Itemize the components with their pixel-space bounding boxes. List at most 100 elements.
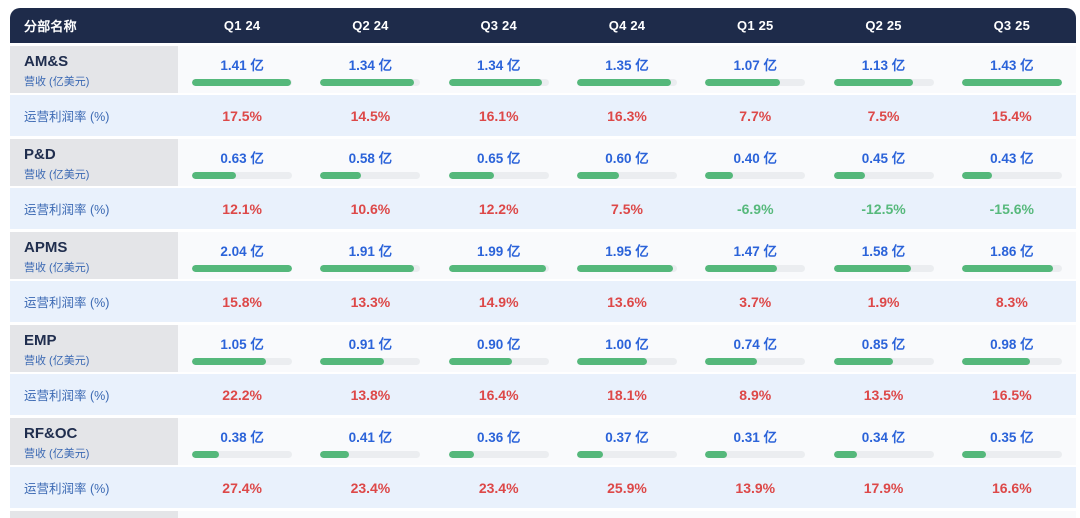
revenue-value: 1.35 亿: [605, 57, 649, 73]
revenue-cell: 0.40 亿: [691, 139, 819, 186]
revenue-value: 0.74 亿: [733, 336, 778, 352]
revenue-value: 0.34 亿: [861, 429, 906, 445]
revenue-value: 1.41 亿: [220, 57, 264, 73]
revenue-value: 0.41 亿: [348, 429, 393, 445]
margin-value: 7.7%: [739, 107, 772, 124]
revenue-value: 0.58 亿: [348, 150, 393, 166]
revenue-cell: 0.74 亿: [691, 325, 819, 372]
revenue-bar: [705, 357, 757, 365]
revenue-cell: 0.36 亿: [435, 418, 563, 465]
column-header-quarter: Q3 25: [993, 18, 1031, 33]
revenue-bar-track: [320, 450, 421, 458]
revenue-bar-track: [705, 264, 806, 272]
margin-value: -12.5%: [861, 200, 906, 217]
margin-value: 22.2%: [222, 386, 262, 403]
margin-value: -15.6%: [989, 200, 1034, 217]
revenue-bar-track: [576, 357, 677, 365]
revenue-value: 1.13 亿: [861, 57, 906, 73]
revenue-bar: [320, 357, 385, 365]
revenue-bar: [192, 264, 293, 272]
margin-value: 13.9%: [735, 479, 776, 496]
margin-value: 3.7%: [739, 293, 772, 310]
revenue-cell: 1.34 亿: [435, 46, 563, 93]
revenue-value: 1.58 亿: [861, 243, 906, 259]
revenue-cell: 0.41 亿: [306, 418, 434, 465]
margin-value: 17.9%: [863, 479, 904, 496]
segment-group: RF&OC 营收 (亿美元) 0.38 亿 0.41 亿 0.36 亿 0.37 亿 0.3…: [10, 418, 1076, 508]
revenue-value: 1.86 亿: [990, 243, 1034, 259]
margin-row-label: 运营利润率 (%): [24, 296, 110, 310]
revenue-cell: 0.98 亿: [948, 325, 1076, 372]
segment-label-cell: EMP 营收 (亿美元): [10, 325, 178, 372]
revenue-cell: 1.13 亿: [819, 46, 947, 93]
revenue-value: 0.43 亿: [990, 150, 1034, 166]
revenue-bar-track: [448, 78, 549, 86]
margin-row: 运营利润率 (%) 22.2% 13.8% 16.4% 18.1% 8.9% 13.5% 16…: [10, 374, 1076, 415]
table-header-row: 分部名称 Q1 24 Q2 24 Q3 24 Q4 24 Q1 25 Q2 25 Q3 25: [10, 8, 1076, 43]
revenue-cell: 0.60 亿: [563, 139, 691, 186]
revenue-bar-track: [705, 450, 806, 458]
margin-value: 25.9%: [607, 479, 647, 496]
revenue-bar-track: [192, 357, 293, 365]
revenue-bar: [961, 264, 1054, 272]
margin-row-label: 运营利润率 (%): [24, 203, 110, 217]
margin-value: 7.5%: [611, 200, 643, 217]
revenue-bar-track: [576, 450, 677, 458]
partial-next-row: [10, 511, 1076, 518]
revenue-cell: 1.58 亿: [819, 232, 947, 279]
margin-value: 16.3%: [607, 107, 647, 124]
margin-value: 23.4%: [350, 479, 391, 496]
revenue-value: 0.31 亿: [733, 429, 778, 445]
segment-name: RF&OC: [24, 425, 78, 442]
column-header-quarter: Q1 25: [737, 18, 774, 33]
revenue-value: 1.47 亿: [733, 243, 778, 259]
revenue-bar: [833, 450, 858, 458]
revenue-bar: [192, 171, 237, 179]
margin-value: 16.4%: [478, 386, 519, 403]
margin-row: 运营利润率 (%) 15.8% 13.3% 14.9% 13.6% 3.7% 1.9% 8.3…: [10, 281, 1076, 322]
revenue-bar: [448, 264, 547, 272]
segment-name: P&D: [24, 146, 56, 163]
column-header-quarter: Q3 24: [480, 18, 517, 33]
revenue-bar: [320, 78, 415, 86]
revenue-bar-track: [320, 357, 421, 365]
revenue-subtitle: 营收 (亿美元): [24, 448, 90, 460]
margin-value: 13.3%: [350, 293, 391, 310]
column-header-segment-name: 分部名称: [24, 19, 77, 34]
margin-row-label: 运营利润率 (%): [24, 482, 110, 496]
revenue-bar-track: [576, 171, 677, 179]
revenue-row: RF&OC 营收 (亿美元) 0.38 亿 0.41 亿 0.36 亿 0.37 亿 0.3…: [10, 418, 1076, 465]
margin-row: 运营利润率 (%) 17.5% 14.5% 16.1% 16.3% 7.7% 7.5% 15.…: [10, 95, 1076, 136]
revenue-value: 1.99 亿: [476, 243, 521, 259]
revenue-bar: [448, 171, 495, 179]
revenue-bar-track: [576, 264, 677, 272]
revenue-bar-track: [833, 171, 934, 179]
revenue-cell: 1.91 亿: [306, 232, 434, 279]
revenue-cell: 0.65 亿: [435, 139, 563, 186]
revenue-cell: 1.00 亿: [563, 325, 691, 372]
column-header-quarter: Q4 24: [608, 18, 646, 33]
segment-name: AM&S: [24, 53, 69, 70]
segment-name: APMS: [24, 239, 68, 256]
segment-results-table: 分部名称 Q1 24 Q2 24 Q3 24 Q4 24 Q1 25 Q2 25 Q3 25 …: [10, 8, 1076, 518]
revenue-bar-track: [961, 264, 1062, 272]
segment-group: P&D 营收 (亿美元) 0.63 亿 0.58 亿 0.65 亿 0.60 亿 0.40 …: [10, 139, 1076, 229]
column-header-quarter: Q2 24: [352, 18, 389, 33]
revenue-bar: [576, 357, 647, 365]
revenue-bar: [448, 450, 474, 458]
revenue-bar: [448, 78, 543, 86]
revenue-cell: 1.07 亿: [691, 46, 819, 93]
revenue-bar-track: [320, 171, 421, 179]
revenue-cell: 1.43 亿: [948, 46, 1076, 93]
revenue-value: 1.00 亿: [605, 336, 649, 352]
revenue-cell: 0.63 亿: [178, 139, 306, 186]
revenue-bar-track: [961, 450, 1062, 458]
revenue-bar-track: [192, 171, 293, 179]
revenue-value: 1.05 亿: [220, 336, 264, 352]
revenue-bar: [448, 357, 512, 365]
margin-value: 27.4%: [222, 479, 262, 496]
revenue-bar-track: [833, 264, 934, 272]
revenue-value: 1.95 亿: [605, 243, 649, 259]
revenue-bar-track: [833, 78, 934, 86]
margin-row-label: 运营利润率 (%): [24, 110, 110, 124]
